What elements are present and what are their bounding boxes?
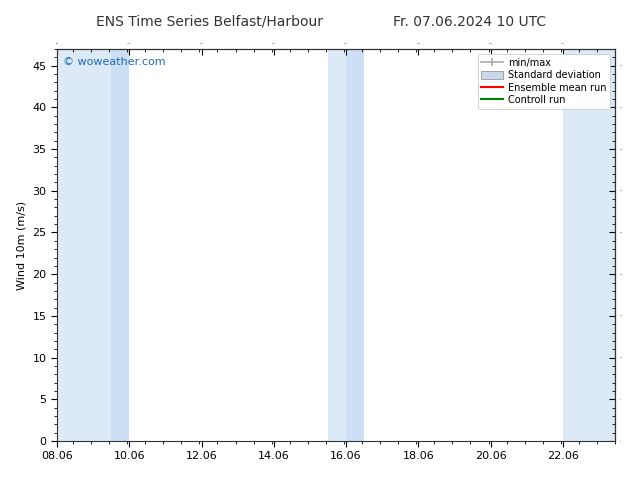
Bar [57,49,111,441]
Bar [346,49,364,441]
Text: ENS Time Series Belfast/Harbour: ENS Time Series Belfast/Harbour [96,15,323,29]
Legend: min/max, Standard deviation, Ensemble mean run, Controll run: min/max, Standard deviation, Ensemble me… [477,54,610,109]
Bar [563,49,615,441]
Bar [328,49,346,441]
Text: © woweather.com: © woweather.com [63,57,165,67]
Y-axis label: Wind 10m (m/s): Wind 10m (m/s) [17,200,27,290]
Text: Fr. 07.06.2024 10 UTC: Fr. 07.06.2024 10 UTC [392,15,546,29]
Bar [111,49,129,441]
